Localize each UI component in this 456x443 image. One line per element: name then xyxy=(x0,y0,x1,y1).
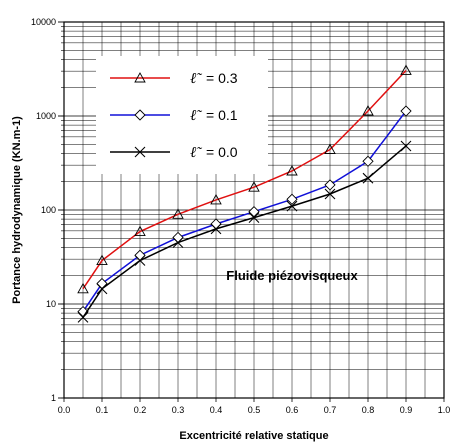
x-tick-label: 0.9 xyxy=(400,405,413,415)
x-marker xyxy=(324,188,336,200)
x-marker xyxy=(96,283,108,295)
x-tick-label: 0.2 xyxy=(134,405,147,415)
triangle-marker xyxy=(286,165,298,176)
x-marker xyxy=(362,172,374,184)
y-tick-label: 1 xyxy=(51,393,56,403)
annotation-text: Fluide piézovisqueux xyxy=(226,268,358,283)
series-layer xyxy=(77,64,412,323)
x-tick-label: 0.3 xyxy=(172,405,185,415)
legend-value: = 0.0 xyxy=(206,144,238,160)
series-line xyxy=(82,110,407,313)
plot-frame xyxy=(63,21,445,399)
series-0 xyxy=(77,64,412,294)
y-axis-title: Portance hydrodynamique (KN.m-1) xyxy=(11,116,23,304)
x-marker xyxy=(77,312,89,323)
triangle-marker xyxy=(248,181,260,192)
x-marker xyxy=(134,146,146,158)
x-tick-label: 0.7 xyxy=(324,405,337,415)
triangle-marker xyxy=(400,64,412,75)
triangle-marker xyxy=(134,225,146,236)
x-marker xyxy=(286,200,298,212)
x-marker xyxy=(172,237,184,248)
x-marker xyxy=(210,223,222,235)
x-marker xyxy=(134,255,146,266)
triangle-marker xyxy=(324,143,336,154)
triangle-marker xyxy=(96,254,108,265)
legend: ℓ̃ = 0.3ℓ̃ = 0.1ℓ̃ = 0.0 xyxy=(96,56,268,174)
triangle-marker xyxy=(210,193,222,205)
y-tick-label: 10 xyxy=(46,299,56,309)
x-ticks: 0.0 0.1 0.2 0.3 0.4 0.5 0.6 0.7 0.8 0.9 1.0 xyxy=(58,398,451,415)
diamond-marker xyxy=(286,193,298,205)
legend-value: = 0.1 xyxy=(206,107,238,123)
x-tick-label: 1.0 xyxy=(438,405,451,415)
series-line xyxy=(82,69,407,290)
x-tick-label: 0.5 xyxy=(248,405,261,415)
x-axis-title: Excentricité relative statique xyxy=(179,430,328,442)
x-marker xyxy=(248,212,260,223)
diamond-marker xyxy=(324,179,336,191)
legend-item-2: ℓ̃ = 0.0 xyxy=(110,143,238,161)
x-marker xyxy=(400,140,412,152)
y-ticks: 1 10 100 1000 10000 xyxy=(31,17,64,403)
triangle-marker xyxy=(134,72,146,83)
x-tick-label: 0.0 xyxy=(58,405,71,415)
triangle-marker xyxy=(172,208,184,219)
diamond-marker xyxy=(134,109,146,121)
x-tick-label: 0.4 xyxy=(210,405,223,415)
diamond-marker xyxy=(248,206,260,218)
series-2 xyxy=(77,140,412,323)
x-tick-label: 0.8 xyxy=(362,405,375,415)
series-line xyxy=(82,145,407,318)
diamond-marker xyxy=(362,155,374,167)
diamond-marker xyxy=(400,105,412,117)
x-tick-label: 0.6 xyxy=(286,405,299,415)
y-tick-label: 10000 xyxy=(31,17,56,27)
x-tick-label: 0.1 xyxy=(96,405,109,415)
triangle-marker xyxy=(77,282,89,294)
triangle-marker xyxy=(362,105,374,116)
legend-value: = 0.3 xyxy=(206,70,238,86)
y-tick-label: 1000 xyxy=(36,111,56,121)
y-tick-label: 100 xyxy=(41,205,56,215)
